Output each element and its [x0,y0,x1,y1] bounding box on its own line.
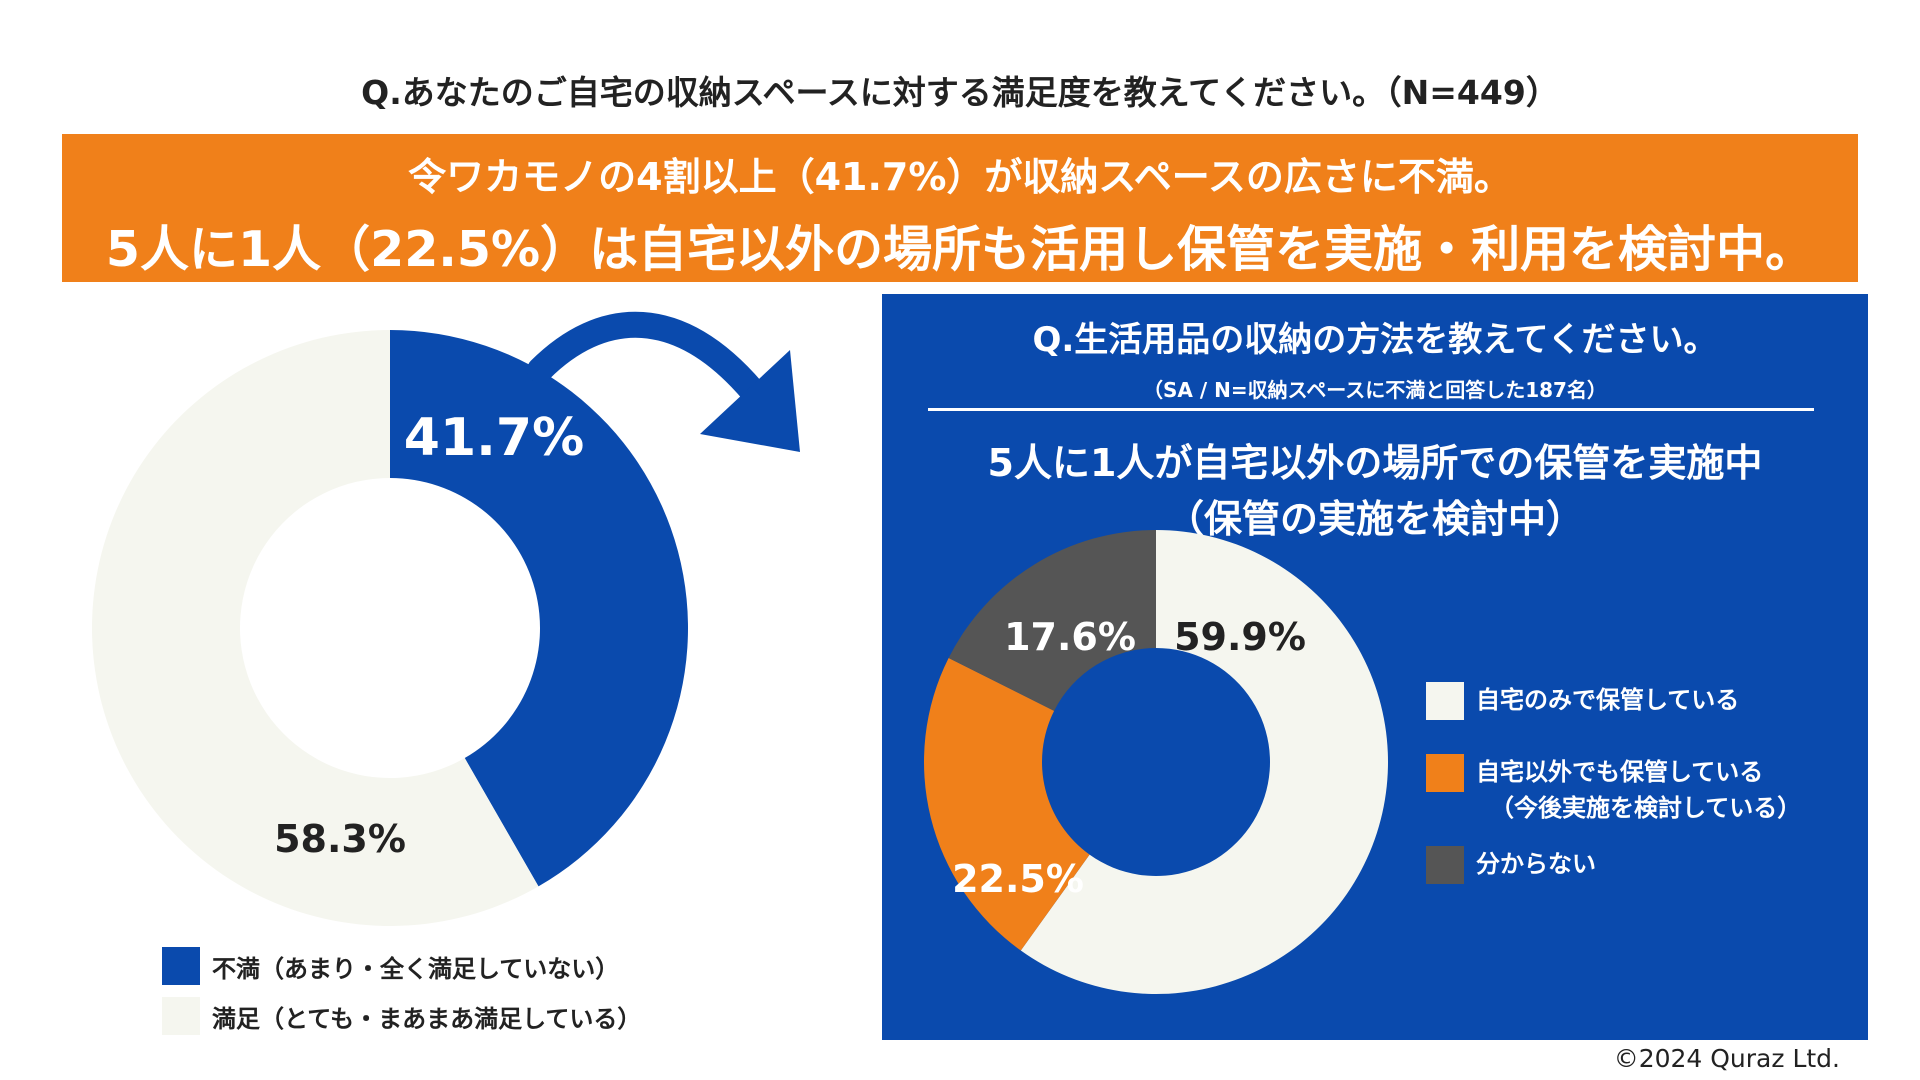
storage-method-panel: Q.生活用品の収納の方法を教えてください。 （SA / N=収納スペースに不満と… [882,294,1868,1040]
banner-line-1: 令ワカモノの4割以上（41.7%）が収納スペースの広さに不満。 [408,155,1512,199]
curved-arrow-icon [527,311,800,452]
page-title: Q.あなたのご自宅の収納スペースに対する満足度を教えてください。（N=449） [361,73,1559,112]
legend-swatch-satisfied [162,997,200,1035]
left-legend-item-satisfied: 満足（とても・まあまあ満足している） [162,996,641,1036]
satisfaction-value-label-1: 58.3% [274,817,406,861]
legend-swatch-home-only [1426,682,1464,720]
headline-banner: 令ワカモノの4割以上（41.7%）が収納スペースの広さに不満。 5人に1人（22… [62,134,1858,282]
left-legend-item-dissatisfied: 不満（あまり・全く満足していない） [162,946,619,986]
banner-line-2: 5人に1人（22.5%）は自宅以外の場所も活用し保管を実施・利用を検討中。 [105,221,1815,278]
legend-swatch-dissatisfied [162,947,200,985]
legend-label-group: 自宅以外でも保管している （今後実施を検討している） [1476,754,1801,826]
right-legend-item-outside-home: 自宅以外でも保管している （今後実施を検討している） [1426,754,1801,826]
satisfaction-slice-0 [390,330,688,887]
satisfaction-donut-chart: 41.7% 58.3% [91,311,800,927]
storage-method-slice-2 [948,530,1156,711]
storage-method-value-label-1: 22.5% [952,857,1084,901]
panel-question: Q.生活用品の収納の方法を教えてください。 [1032,320,1718,360]
storage-method-slice-0 [1020,530,1388,994]
legend-sublabel: （今後実施を検討している） [1490,794,1802,822]
panel-subheadline: （保管の実施を検討中） [1165,497,1584,541]
satisfaction-value-label-0: 41.7% [404,408,584,468]
legend-label: 分からない [1476,850,1596,878]
right-legend-item-home-only: 自宅のみで保管している [1426,682,1739,720]
storage-method-value-label-0: 59.9% [1174,615,1306,659]
divider [928,408,1814,411]
legend-swatch-outside-home [1426,754,1464,792]
legend-label: 満足（とても・まあまあ満足している） [212,1004,642,1033]
legend-label: 不満（あまり・全く満足していない） [212,954,620,983]
legend-label: 自宅のみで保管している [1476,686,1740,714]
storage-method-donut-chart: 59.9% 22.5% 17.6% [924,530,1388,994]
legend-label: 自宅以外でも保管している [1476,758,1764,786]
right-legend-item-unknown: 分からない [1426,846,1596,884]
storage-method-value-label-2: 17.6% [1004,615,1136,659]
panel-note: （SA / N=収納スペースに不満と回答した187名） [1143,378,1607,402]
satisfaction-slice-1 [91,330,539,927]
copyright: ©2024 Quraz Ltd. [1613,1044,1840,1073]
panel-headline: 5人に1人が自宅以外の場所での保管を実施中 [987,441,1763,485]
storage-method-slice-1 [924,657,1090,951]
legend-swatch-unknown [1426,846,1464,884]
